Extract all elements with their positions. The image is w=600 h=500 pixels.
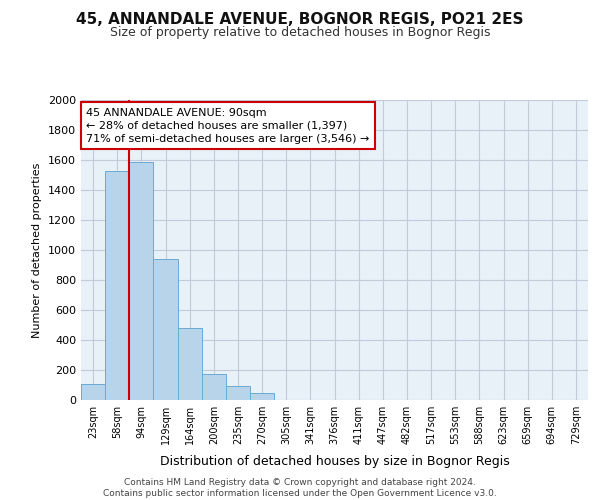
Bar: [178, 328, 202, 400]
Bar: [250, 392, 274, 400]
Text: 45, ANNANDALE AVENUE, BOGNOR REGIS, PO21 2ES: 45, ANNANDALE AVENUE, BOGNOR REGIS, PO21…: [76, 12, 524, 28]
Bar: [202, 374, 226, 400]
Text: Contains HM Land Registry data © Crown copyright and database right 2024.
Contai: Contains HM Land Registry data © Crown c…: [103, 478, 497, 498]
Bar: [226, 386, 250, 400]
Bar: [105, 170, 129, 400]
Bar: [81, 384, 105, 400]
Y-axis label: Number of detached properties: Number of detached properties: [32, 162, 43, 338]
Text: Size of property relative to detached houses in Bognor Regis: Size of property relative to detached ho…: [110, 26, 490, 39]
Bar: [129, 162, 154, 400]
Text: 45 ANNANDALE AVENUE: 90sqm
← 28% of detached houses are smaller (1,397)
71% of s: 45 ANNANDALE AVENUE: 90sqm ← 28% of deta…: [86, 108, 370, 144]
Bar: [154, 259, 178, 400]
X-axis label: Distribution of detached houses by size in Bognor Regis: Distribution of detached houses by size …: [160, 456, 509, 468]
